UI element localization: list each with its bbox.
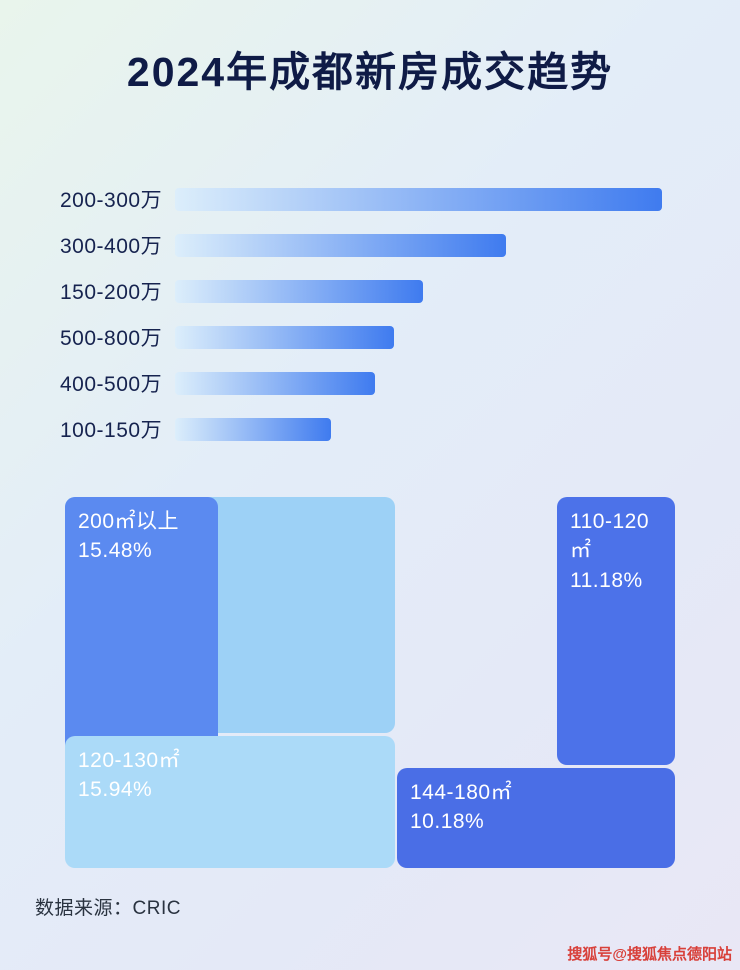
bar bbox=[175, 279, 424, 303]
bar bbox=[175, 371, 375, 395]
data-source-label: 数据来源：CRIC bbox=[35, 898, 181, 919]
treemap-block-label: 144-180㎡ bbox=[410, 781, 513, 804]
bar bbox=[175, 233, 507, 257]
treemap-block-144-180: 144-180㎡ 10.18% bbox=[397, 768, 675, 868]
bar-track bbox=[175, 187, 662, 211]
bar-row: 200-300万 bbox=[0, 176, 740, 222]
page-title: 2024年成都新房成交趋势 bbox=[126, 49, 614, 95]
bar-row: 400-500万 bbox=[0, 360, 740, 406]
treemap-block-label: 120-130㎡ bbox=[78, 749, 181, 772]
bar bbox=[175, 187, 662, 211]
bar-track bbox=[175, 325, 662, 349]
bar-category-label: 150-200万 bbox=[60, 281, 163, 304]
treemap-block-value: 10.18% bbox=[410, 810, 485, 834]
bar-category-label: 400-500万 bbox=[60, 373, 163, 396]
bar-row: 300-400万 bbox=[0, 222, 740, 268]
treemap-block-110-120: 110-120㎡ 11.18% bbox=[557, 497, 675, 765]
bar-track bbox=[175, 371, 662, 395]
bar-row: 100-150万 bbox=[0, 406, 740, 452]
bar bbox=[175, 325, 395, 349]
treemap-block-200-plus: 200㎡以上 15.48% bbox=[65, 497, 218, 765]
bar-category-label: 300-400万 bbox=[60, 235, 163, 258]
bar-category-label: 200-300万 bbox=[60, 189, 163, 212]
bar bbox=[175, 417, 331, 441]
area-share-treemap: 130-144㎡ 27.3% 200㎡以上 15.48% 110-120㎡ 11… bbox=[65, 497, 675, 868]
bar-track bbox=[175, 233, 662, 257]
bar-track bbox=[175, 417, 662, 441]
treemap-block-value: 11.18% bbox=[570, 568, 643, 592]
bar-row: 150-200万 bbox=[0, 268, 740, 314]
treemap-block-label: 110-120㎡ bbox=[570, 510, 650, 563]
price-range-bar-chart: 200-300万 300-400万 150-200万 500-800万 400-… bbox=[0, 176, 740, 452]
treemap-block-value: 15.48% bbox=[78, 539, 153, 563]
bar-track bbox=[175, 279, 662, 303]
bar-category-label: 500-800万 bbox=[60, 327, 163, 350]
treemap-block-label: 200㎡以上 bbox=[78, 510, 180, 533]
bar-category-label: 100-150万 bbox=[60, 419, 163, 442]
watermark: 搜狐号@搜狐焦点德阳站 bbox=[567, 946, 732, 963]
bar-row: 500-800万 bbox=[0, 314, 740, 360]
treemap-block-value: 15.94% bbox=[78, 778, 153, 802]
treemap-block-120-130: 120-130㎡ 15.94% bbox=[65, 736, 395, 868]
